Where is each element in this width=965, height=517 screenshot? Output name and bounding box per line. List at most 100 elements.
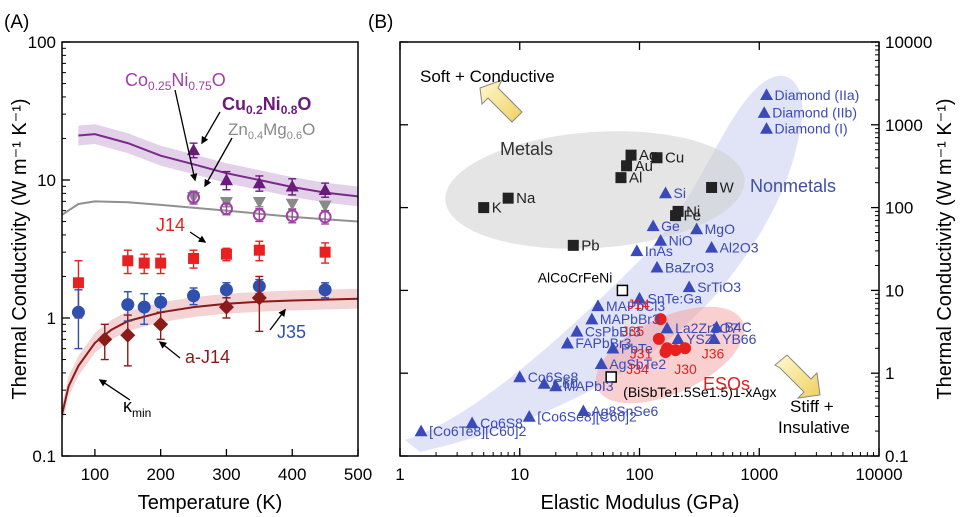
nonmetal-point xyxy=(576,404,590,417)
metal-point xyxy=(478,202,490,214)
nonmetal-point xyxy=(710,320,724,333)
point-label: Ge xyxy=(661,218,680,234)
nonmetal-point xyxy=(570,324,584,337)
panel-a-frame xyxy=(61,41,359,457)
metal-point xyxy=(621,160,633,172)
panel-a-ylabel: Thermal Conductivity (W m⁻¹ K⁻¹) xyxy=(9,98,31,399)
metals-region xyxy=(445,131,745,249)
b-ytick-label: 1000 xyxy=(885,116,923,135)
nonmetal-point xyxy=(465,416,479,429)
point-label: NiO xyxy=(669,233,693,249)
cu-point xyxy=(252,176,266,189)
eso-point xyxy=(679,342,692,355)
point-label: K xyxy=(492,200,502,217)
point-label: AgSbTe2 xyxy=(609,356,666,372)
annotation-arrowhead xyxy=(201,135,209,145)
hea-point xyxy=(616,284,629,297)
co-point xyxy=(219,202,233,216)
nonmetal-point xyxy=(671,332,685,345)
b-ytick-label: 10000 xyxy=(885,33,932,52)
eso-point xyxy=(652,332,665,345)
j14-point xyxy=(253,244,265,256)
co-point xyxy=(285,209,299,223)
nonmetal-point xyxy=(682,280,696,293)
nonmetal-point xyxy=(659,186,673,199)
point-label: [Co6Se8][C60]2 xyxy=(537,408,637,424)
j14-point xyxy=(188,252,200,264)
point-label: Ni xyxy=(686,203,700,220)
cu-point xyxy=(219,173,233,186)
annotation-arrowhead xyxy=(197,235,207,243)
point-label: W xyxy=(720,179,735,196)
nonmetal-point xyxy=(650,260,664,273)
annotation-arrowhead xyxy=(98,379,108,387)
aj14-point xyxy=(251,290,267,306)
point-label: Co6S8 xyxy=(480,415,523,431)
j14-point xyxy=(138,257,150,269)
annotation-arrowhead xyxy=(204,178,212,188)
label-kappa-min: κmin xyxy=(123,396,151,420)
point-label: YSZ xyxy=(686,331,714,347)
point-label: YB66 xyxy=(722,331,756,347)
point-label: AlCoCrFeNi xyxy=(538,269,613,285)
j35-point xyxy=(121,298,135,312)
b-xtick-label: 1 xyxy=(395,465,404,484)
point-label: Diamond (IIb) xyxy=(772,105,857,121)
cu_fit-curve xyxy=(78,133,358,198)
j14-point xyxy=(319,246,331,258)
annotation-arrowhead xyxy=(158,341,168,349)
cu_fit-band xyxy=(78,124,358,207)
aj14-point xyxy=(97,331,113,347)
j14-point xyxy=(122,255,134,267)
panel-b-xlabel: Elastic Modulus (GPa) xyxy=(541,492,740,514)
b-ytick-label: 1 xyxy=(885,364,894,383)
metal-point xyxy=(625,149,637,161)
eso-point xyxy=(654,313,667,326)
co-point xyxy=(187,190,201,204)
panel-a-label: (A) xyxy=(4,12,29,33)
stiff-insulative-arrow xyxy=(774,354,821,399)
hea-point xyxy=(605,371,617,383)
a-ytick-label: 1 xyxy=(47,309,56,328)
metal-point xyxy=(615,172,627,184)
eso-point xyxy=(669,344,682,357)
point-label: Diamond (IIa) xyxy=(775,87,860,103)
aj14-point xyxy=(153,316,169,332)
label-a-j14: a-J14 xyxy=(185,347,230,367)
aj14-point xyxy=(218,299,234,315)
metal-point xyxy=(567,239,579,251)
j14-point xyxy=(72,277,84,289)
nonmetal-point xyxy=(707,332,721,345)
point-label: Co6Se8 xyxy=(528,369,579,385)
point-label: Fe xyxy=(684,208,702,225)
b-xtick-label: 100 xyxy=(625,465,653,484)
point-label: Ag8SnSe6 xyxy=(591,403,658,419)
nonmetals-label: Nonmetals xyxy=(750,176,836,196)
point-label: J31 xyxy=(630,345,653,361)
a-xtick-label: 300 xyxy=(212,465,240,484)
j35-point xyxy=(71,305,85,319)
nonmetal-point xyxy=(560,336,574,349)
a-xtick-label: 400 xyxy=(278,465,306,484)
j35-point xyxy=(154,295,168,309)
point-label: C60 xyxy=(552,376,578,392)
panel-a-xlabel: Temperature (K) xyxy=(138,492,283,514)
point-label: MAPbBr3 xyxy=(600,311,660,327)
zn-point xyxy=(285,198,299,211)
point-label: SnTe:Ga xyxy=(648,290,703,306)
a-ytick-label: 10 xyxy=(37,171,56,190)
insulative-label: Insulative xyxy=(778,418,850,437)
j35-point xyxy=(187,289,201,303)
label-co-ni-o: Co0.25Ni0.75O xyxy=(125,70,226,93)
cu-point xyxy=(285,179,299,192)
a-ytick-label: 0.1 xyxy=(32,447,56,466)
point-label: Al xyxy=(629,170,642,187)
label-j35: J35 xyxy=(277,322,306,342)
j14-point xyxy=(220,248,232,260)
j35-point xyxy=(318,283,332,297)
cu-point xyxy=(318,183,332,195)
nonmetal-point xyxy=(549,379,563,392)
nonmetal-point xyxy=(760,122,774,134)
